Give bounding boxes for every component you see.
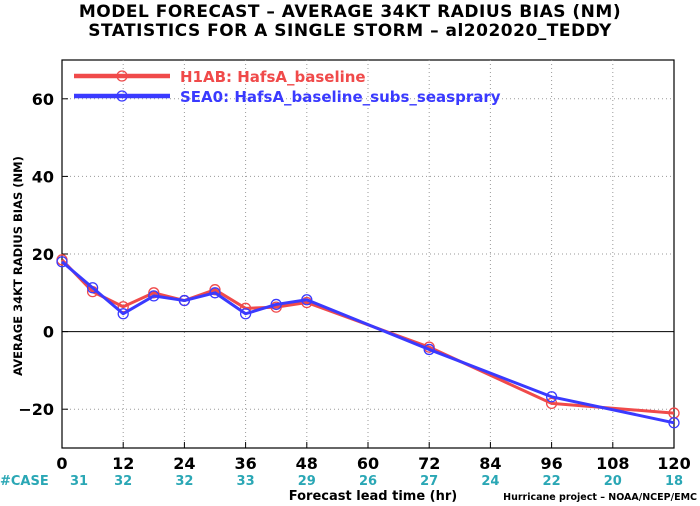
x-tick-label: 108: [596, 454, 629, 473]
chart-title-line1: MODEL FORECAST – AVERAGE 34KT RADIUS BIA…: [78, 2, 622, 22]
x-tick-label: 12: [112, 454, 134, 473]
data-point: [545, 397, 558, 410]
x-tick-label: 24: [173, 454, 195, 473]
case-count: 32: [175, 474, 193, 489]
y-tick-label: 20: [32, 245, 54, 264]
series-line-2: [61, 260, 675, 425]
data-point: [545, 391, 558, 403]
x-tick-label: 120: [657, 454, 690, 473]
case-count: 22: [543, 474, 561, 489]
case-count: 20: [604, 474, 622, 489]
case-count: 31: [70, 474, 88, 489]
x-tick-label: 96: [540, 454, 562, 473]
data-point: [209, 284, 221, 296]
case-count: 29: [298, 474, 316, 489]
case-count: 32: [114, 474, 132, 489]
legend-marker-2: [116, 90, 128, 102]
data-point: [423, 343, 435, 356]
case-count: 27: [420, 474, 438, 489]
data-point: [86, 282, 99, 294]
x-tick-label: 36: [234, 454, 256, 473]
chart-title-line2: STATISTICS FOR A SINGLE STORM – al202020…: [88, 21, 612, 41]
case-count: 18: [665, 474, 683, 489]
x-tick-label: 60: [357, 454, 379, 473]
legend-label-2: SEA0: HafsA_baseline_subs_seasprary: [180, 88, 501, 106]
x-tick-label: 0: [56, 454, 67, 473]
y-tick-label: 0: [43, 323, 54, 342]
case-label: #CASE: [0, 474, 49, 489]
case-count: 33: [237, 474, 255, 489]
x-tick-label: 48: [296, 454, 318, 473]
data-point: [239, 308, 252, 320]
x-tick-label: 72: [418, 454, 440, 473]
data-point: [117, 301, 129, 313]
data-point: [209, 287, 221, 299]
y-tick-label: 60: [32, 90, 54, 109]
data-point: [148, 290, 160, 302]
y-tick-label: 40: [32, 167, 54, 186]
data-point: [117, 308, 129, 320]
data-point: [56, 256, 68, 268]
data-point: [270, 298, 282, 311]
y-tick-label: −20: [18, 400, 54, 419]
x-tick-label: 84: [479, 454, 501, 473]
credit-text: Hurricane project – NOAA/NCEP/EMC: [503, 492, 697, 503]
data-point: [301, 294, 313, 306]
x-axis-label: Forecast lead time (hr): [289, 489, 457, 504]
data-point: [178, 294, 191, 307]
data-point: [668, 417, 680, 429]
legend-label-1: H1AB: HafsA_baseline: [180, 68, 366, 86]
y-axis-label: AVERAGE 34KT RADIUS BIAS (NM): [11, 156, 25, 376]
data-point: [148, 287, 160, 299]
legend-marker-1: [116, 70, 128, 82]
case-count: 24: [481, 474, 499, 489]
case-count: 26: [359, 474, 377, 489]
